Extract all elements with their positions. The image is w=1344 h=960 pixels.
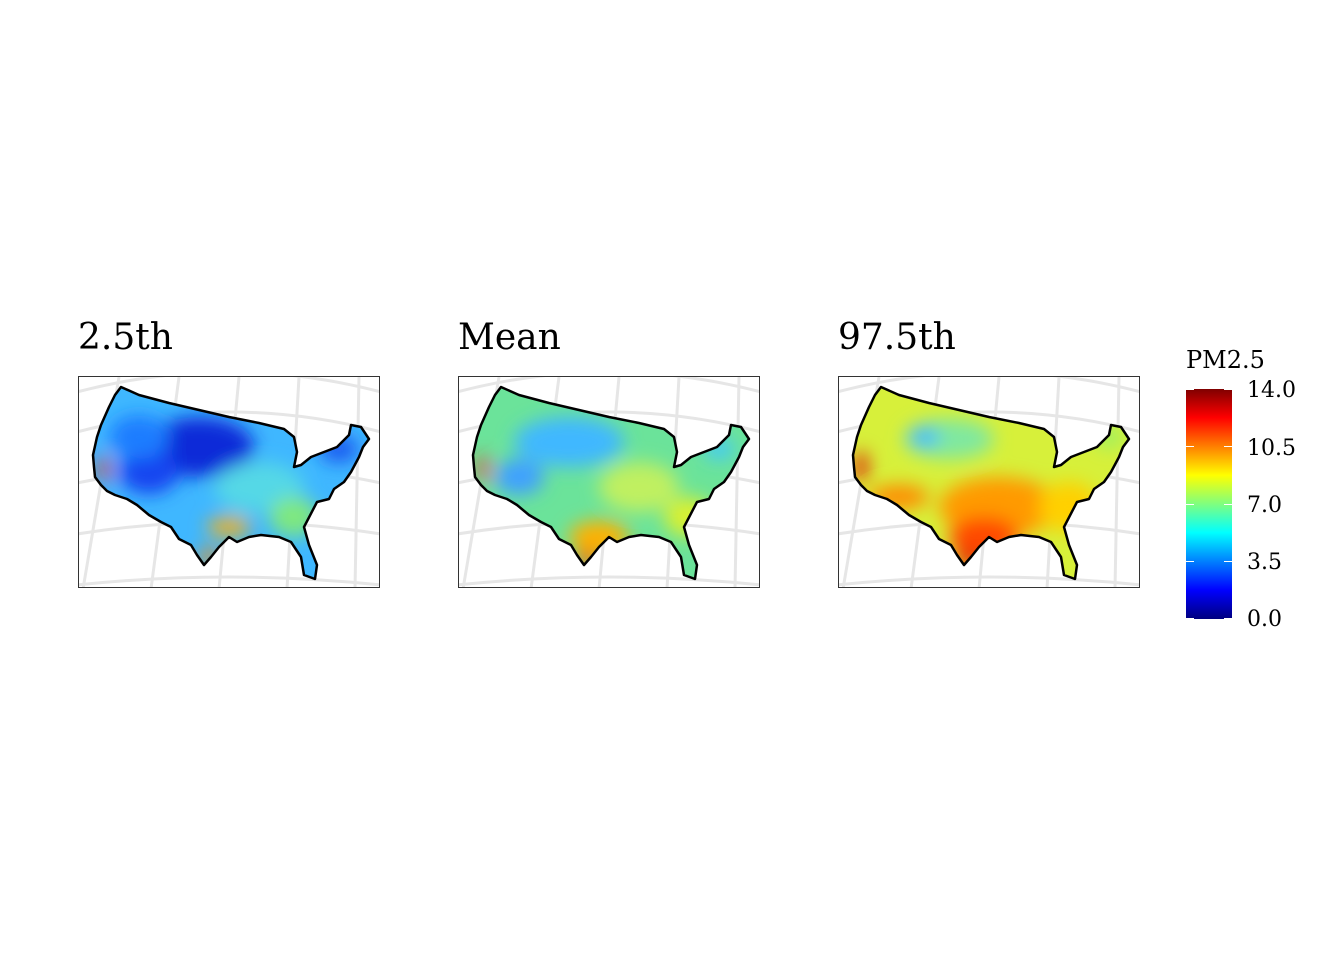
legend-tick-label: 3.5 bbox=[1247, 550, 1282, 575]
map-panel-lower bbox=[78, 376, 380, 588]
panel-title-upper: 97.5th bbox=[838, 317, 956, 358]
map-svg-mean bbox=[459, 377, 759, 587]
map-panel-mean bbox=[458, 376, 760, 588]
legend-tick-mark bbox=[1186, 561, 1194, 562]
legend-title: PM2.5 bbox=[1186, 346, 1265, 374]
map-svg-lower bbox=[79, 377, 379, 587]
legend-tick-mark bbox=[1186, 446, 1194, 447]
legend-tick-label: 0.0 bbox=[1247, 607, 1282, 632]
legend-tick-mark bbox=[1186, 618, 1194, 619]
map-svg-upper bbox=[839, 377, 1139, 587]
map-panel-upper bbox=[838, 376, 1140, 588]
legend-tick-mark bbox=[1186, 504, 1194, 505]
legend-tick-mark bbox=[1224, 561, 1232, 562]
legend-tick-label: 14.0 bbox=[1247, 378, 1296, 403]
legend-tick-mark bbox=[1224, 618, 1232, 619]
legend-tick-mark bbox=[1224, 504, 1232, 505]
panel-title-mean: Mean bbox=[458, 317, 561, 358]
panel-title-lower: 2.5th bbox=[78, 317, 173, 358]
legend-tick-label: 10.5 bbox=[1247, 436, 1296, 461]
legend-tick-mark bbox=[1224, 389, 1232, 390]
legend-tick-mark bbox=[1224, 446, 1232, 447]
legend-tick-mark bbox=[1186, 389, 1194, 390]
legend-tick-label: 7.0 bbox=[1247, 493, 1282, 518]
